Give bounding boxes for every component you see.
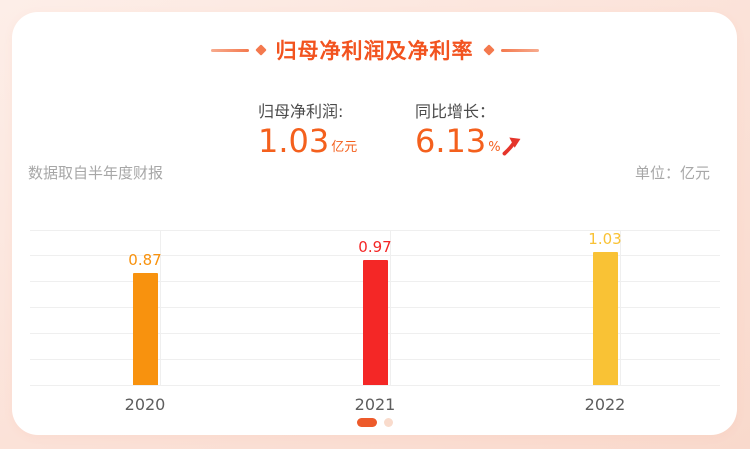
gridline-vertical: [620, 230, 621, 385]
diamond-icon: [254, 44, 267, 56]
bar-2021[interactable]: [362, 259, 388, 385]
diamond-icon: [482, 44, 495, 56]
stat-net-profit-unit: 亿元: [331, 139, 358, 155]
carousel-pagination: [356, 418, 393, 427]
gridline-vertical: [160, 230, 161, 385]
bar-chart: 0.87 2020 0.97 2021 1.03 2022: [30, 229, 720, 414]
stat-net-profit-value: 1.03: [258, 122, 330, 160]
decor-line-icon: [500, 48, 539, 52]
section-header: 归母净利润及净利率: [12, 35, 737, 65]
unit-note: 单位：亿元: [634, 164, 710, 182]
stat-net-profit: 归母净利润: 1.03 亿元: [258, 98, 357, 159]
pager-dot-1[interactable]: [356, 418, 377, 427]
stat-net-profit-label: 归母净利润:: [258, 102, 344, 121]
gridline: [30, 384, 720, 386]
stat-yoy-growth-unit: %: [488, 139, 501, 155]
decor-line-icon: [210, 48, 249, 52]
x-axis-label-2021: 2021: [354, 395, 396, 414]
gridline: [30, 229, 720, 231]
title-decor-left: [210, 44, 267, 56]
bar-value-label: 0.87: [128, 250, 162, 269]
trend-up-arrow-icon: [502, 137, 521, 156]
chart-card: 归母净利润及净利率 归母净利润: 1.03 亿元 同比增长： 6.13 %: [12, 12, 737, 435]
title-decor-right: [482, 44, 539, 56]
bar-value-label: 1.03: [588, 229, 622, 248]
page-title: 归母净利润及净利率: [275, 39, 474, 63]
stat-yoy-growth-label: 同比增长：: [415, 102, 496, 121]
x-axis-label-2022: 2022: [584, 395, 626, 414]
gridline-vertical: [390, 230, 391, 385]
bar-value-label: 0.97: [358, 237, 392, 256]
bar-2020[interactable]: [132, 272, 158, 385]
bar-2022[interactable]: [592, 251, 618, 385]
x-axis-label-2020: 2020: [124, 395, 166, 414]
stat-yoy-growth-value: 6.13: [415, 122, 487, 160]
gridline: [30, 255, 720, 257]
pager-dot-2[interactable]: [383, 418, 393, 427]
stat-yoy-growth: 同比增长： 6.13 %: [415, 98, 522, 159]
data-source-note: 数据取自半年度财报: [28, 164, 164, 182]
